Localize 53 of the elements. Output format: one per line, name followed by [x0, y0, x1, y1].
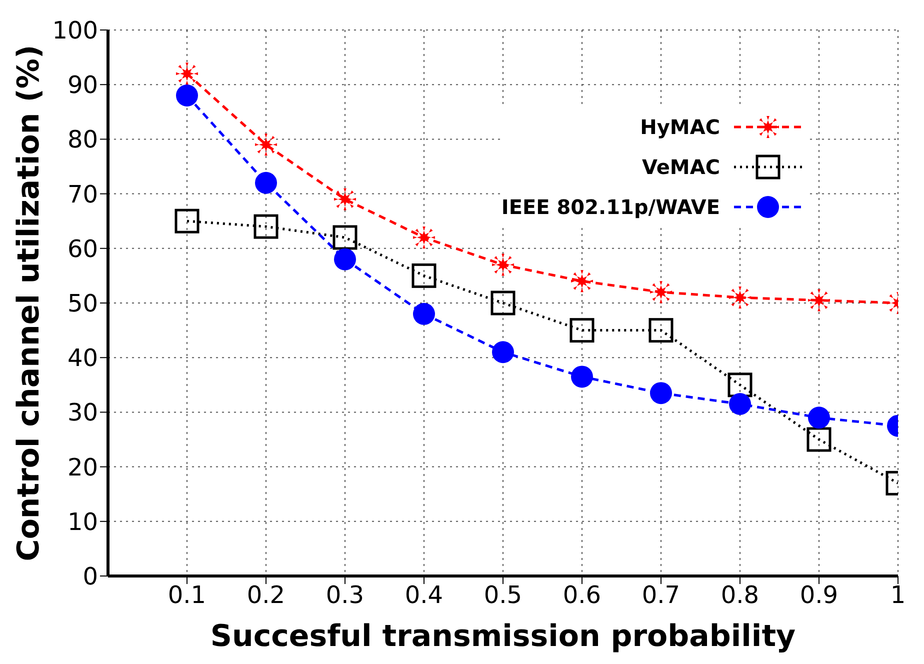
y-tick-label: 50	[67, 290, 98, 318]
point	[571, 366, 593, 388]
x-tick-label: 0.7	[642, 581, 680, 610]
legend-label: VeMAC	[642, 155, 720, 179]
point	[255, 172, 277, 194]
y-axis-title: Control channel utilization (%)	[12, 44, 47, 562]
x-tick-label: 0.9	[800, 581, 838, 610]
point	[174, 208, 200, 234]
legend-label: HyMAC	[640, 115, 720, 139]
x-tick-label: 0.2	[246, 581, 286, 610]
point	[412, 263, 436, 288]
x-tick-label: 0.1	[168, 581, 206, 610]
point	[255, 134, 277, 156]
point	[332, 225, 358, 250]
x-tick-label: 0.8	[720, 581, 760, 610]
point	[650, 382, 672, 404]
point	[808, 406, 830, 429]
x-axis-title: Succesful transmission probability	[210, 619, 796, 654]
point	[571, 270, 593, 292]
point	[808, 289, 830, 312]
point	[176, 62, 198, 85]
point	[806, 427, 832, 452]
x-tick-label: 0.4	[404, 581, 444, 610]
x-tick-label: 0.5	[484, 581, 522, 610]
y-tick-label: 70	[67, 180, 98, 208]
point	[413, 226, 435, 248]
point	[490, 290, 516, 316]
point	[492, 254, 514, 276]
point	[648, 318, 674, 343]
legend-label: IEEE 802.11p/WAVE	[501, 195, 720, 219]
point	[728, 372, 752, 398]
y-tick-label: 100	[52, 16, 98, 45]
point	[254, 214, 278, 239]
point	[413, 302, 435, 325]
y-tick-label: 90	[67, 71, 98, 100]
y-tick-label: 40	[67, 344, 98, 372]
y-tick-label: 60	[67, 234, 98, 263]
point	[334, 248, 356, 270]
x-tick-label: 1	[890, 581, 906, 610]
y-tick-label: 20	[67, 453, 98, 482]
point	[492, 341, 514, 364]
point	[176, 84, 198, 107]
y-tick-label: 10	[67, 508, 98, 536]
point	[729, 286, 751, 309]
point	[570, 318, 594, 343]
y-tick-label: 80	[67, 126, 98, 154]
x-tick-label: 0.3	[326, 581, 364, 610]
x-tick-label: 0.6	[562, 581, 602, 610]
y-tick-label: 0	[82, 562, 98, 591]
point	[334, 188, 356, 210]
point	[650, 281, 672, 304]
y-tick-label: 30	[67, 398, 98, 427]
point	[729, 393, 751, 416]
